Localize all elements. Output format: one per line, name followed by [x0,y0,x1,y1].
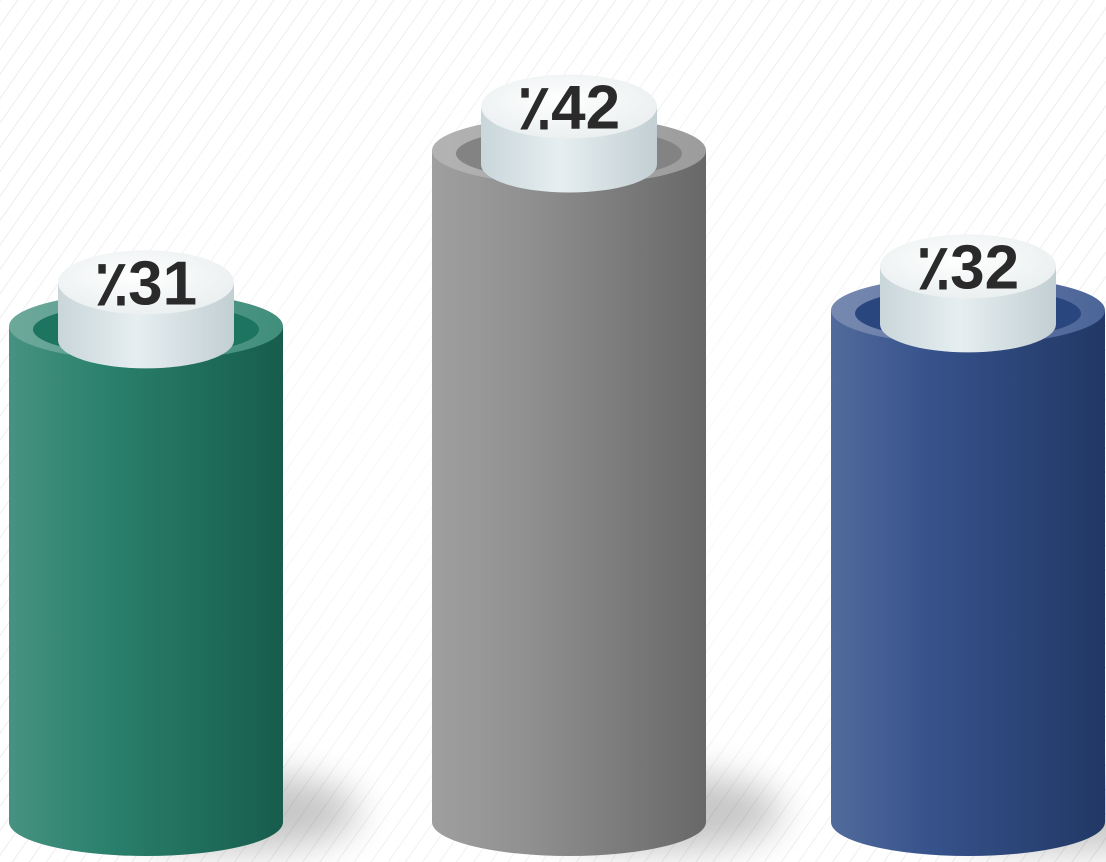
bar-cylinder-1: ٪31 [9,249,360,856]
bar-plug-top-1 [58,250,234,315]
value-label-2: ٪42 [518,74,620,143]
bar-body-3 [831,310,1105,856]
bar-body-1 [9,326,283,856]
bars-group: ٪31 ٪42 ٪32 [9,74,1106,857]
value-label-1: ٪31 [95,249,197,318]
bar-plug-top-3 [880,234,1056,299]
value-label-3: ٪32 [917,233,1019,302]
bar-body-2 [432,150,706,857]
bar-cylinder-3: ٪32 [831,233,1106,856]
bar-plug-top-2 [481,74,657,139]
bar-cylinder-2: ٪42 [432,74,783,857]
